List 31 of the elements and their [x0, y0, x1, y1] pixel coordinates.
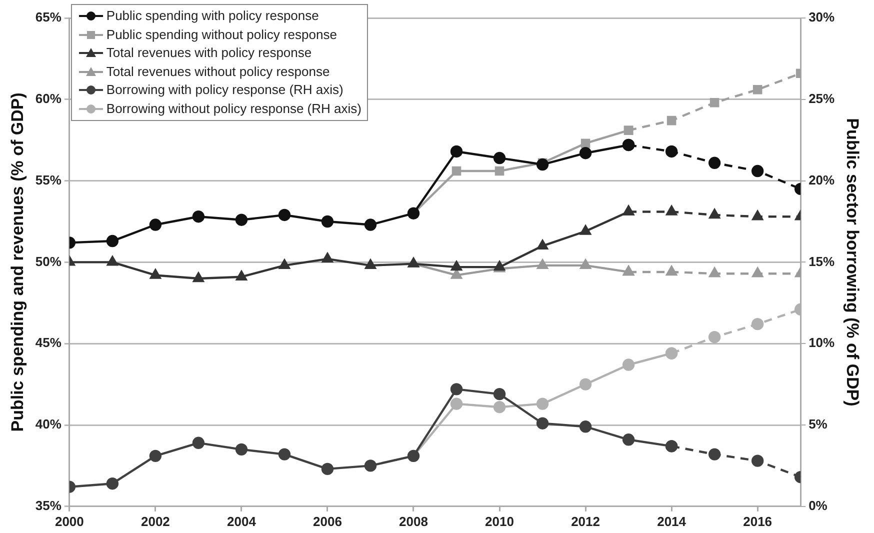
y2-tick-label: 30%	[808, 10, 836, 25]
x-tick-label: 2012	[571, 514, 600, 529]
y-axis-title: Public spending and revenues (% of GDP)	[8, 92, 27, 432]
y2-tick-label: 5%	[808, 416, 828, 432]
y-tick-label: 60%	[35, 90, 62, 106]
x-tick-label: 2004	[226, 514, 257, 529]
legend-label: Public spending with policy response	[106, 7, 319, 25]
x-tick-label: 2006	[313, 514, 342, 529]
y-tick-label: 55%	[35, 172, 62, 188]
y2-tick-label: 0%	[808, 498, 828, 513]
y-tick-label: 45%	[35, 335, 62, 350]
y2-tick-label: 20%	[808, 172, 836, 188]
y2-tick-label: 25%	[808, 90, 836, 106]
y2-axis-title: Public sector borrowing (% of GDP)	[843, 118, 862, 406]
y-tick-label: 50%	[35, 254, 62, 269]
legend-label: Borrowing with policy response (RH axis)	[106, 81, 344, 99]
x-tick-label: 2002	[140, 514, 170, 529]
y2-tick-label: 10%	[808, 335, 836, 350]
x-tick-label: 2010	[485, 514, 514, 529]
legend-label: Total revenues with policy response	[106, 44, 312, 62]
y-tick-label: 65%	[35, 10, 62, 25]
y-tick-label: 35%	[35, 498, 62, 513]
x-tick-label: 2000	[54, 514, 84, 529]
x-tick-label: 2016	[743, 514, 772, 529]
x-tick-label: 2014	[657, 514, 687, 529]
legend-label: Total revenues without policy response	[106, 62, 330, 81]
x-tick-label: 2008	[399, 514, 428, 529]
legend-label: Public spending without policy response	[106, 26, 337, 44]
y-tick-label: 40%	[35, 416, 62, 432]
y2-tick-label: 15%	[808, 254, 836, 269]
legend-label: Borrowing without policy response (RH axis)	[106, 100, 362, 118]
